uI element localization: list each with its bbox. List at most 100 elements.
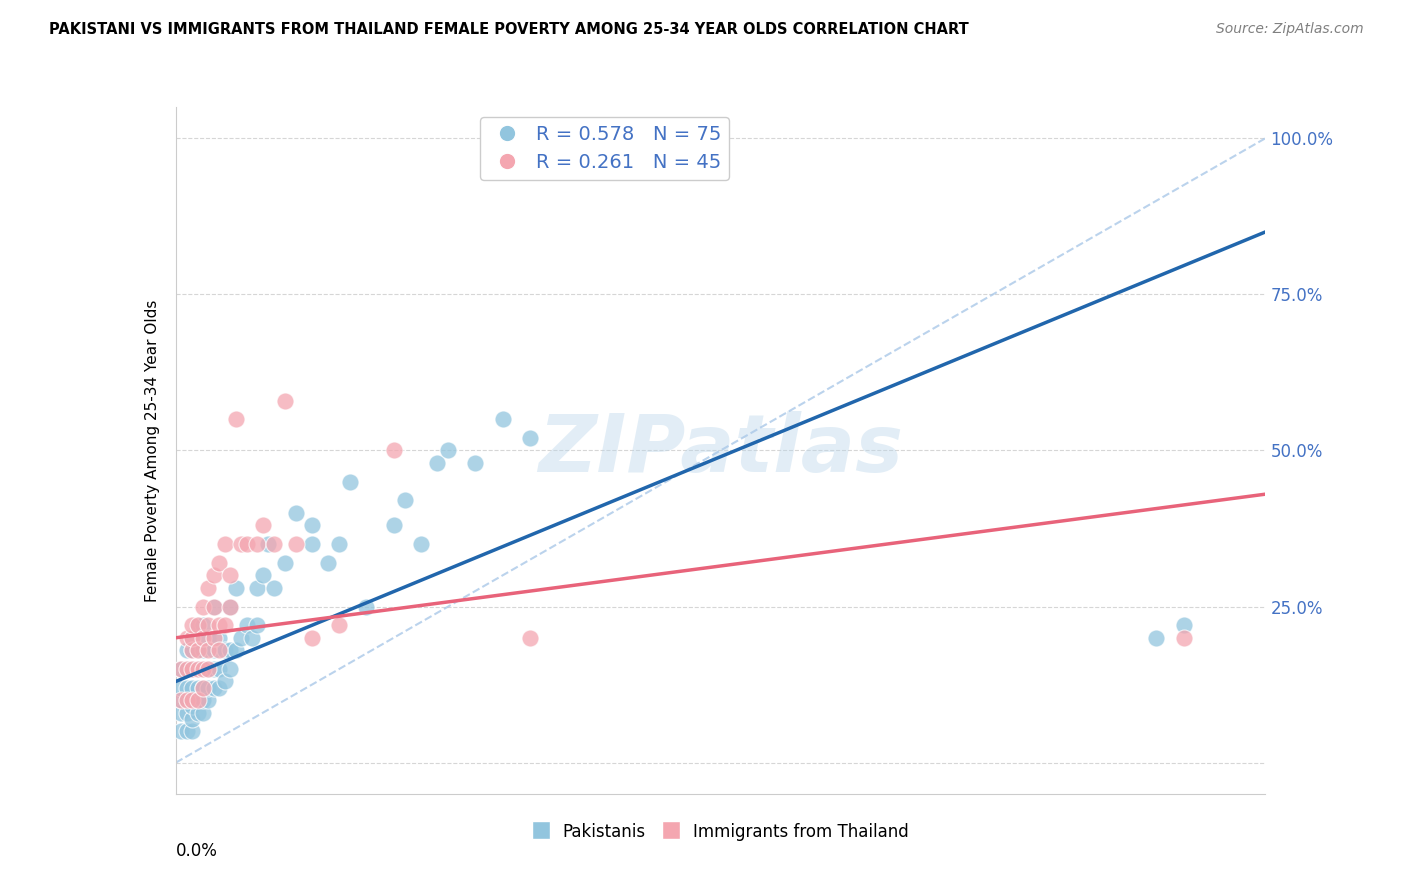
Point xyxy=(284,537,307,551)
Y-axis label: Female Poverty Among 25-34 Year Olds: Female Poverty Among 25-34 Year Olds xyxy=(145,300,160,601)
Point xyxy=(197,681,219,695)
Point xyxy=(225,412,247,426)
Point xyxy=(274,393,297,408)
Point xyxy=(176,693,198,707)
Point xyxy=(246,618,269,632)
Point xyxy=(186,681,209,695)
Text: Source: ZipAtlas.com: Source: ZipAtlas.com xyxy=(1216,22,1364,37)
Point xyxy=(214,643,236,657)
Point xyxy=(252,518,274,533)
Point xyxy=(186,643,209,657)
Point xyxy=(197,631,219,645)
Point xyxy=(208,556,231,570)
Point xyxy=(202,643,225,657)
Point xyxy=(301,518,323,533)
Point xyxy=(219,643,242,657)
Point xyxy=(181,618,204,632)
Point xyxy=(263,537,285,551)
Point xyxy=(197,643,219,657)
Point xyxy=(191,681,214,695)
Point xyxy=(339,475,361,489)
Point xyxy=(240,631,263,645)
Point xyxy=(235,537,257,551)
Point xyxy=(208,618,231,632)
Point xyxy=(394,493,416,508)
Point xyxy=(176,662,198,676)
Point xyxy=(176,643,198,657)
Point xyxy=(176,706,198,720)
Point xyxy=(181,681,204,695)
Point xyxy=(191,662,214,676)
Point xyxy=(214,674,236,689)
Point xyxy=(492,412,515,426)
Point xyxy=(219,662,242,676)
Point xyxy=(208,681,231,695)
Point xyxy=(181,643,204,657)
Point xyxy=(186,643,209,657)
Point xyxy=(186,706,209,720)
Point xyxy=(181,724,204,739)
Point xyxy=(197,662,219,676)
Point xyxy=(186,693,209,707)
Point xyxy=(301,537,323,551)
Point xyxy=(191,681,214,695)
Point xyxy=(409,537,432,551)
Point xyxy=(197,662,219,676)
Point xyxy=(197,618,219,632)
Point xyxy=(252,568,274,582)
Point xyxy=(170,693,193,707)
Point xyxy=(328,618,350,632)
Point xyxy=(191,643,214,657)
Point xyxy=(186,662,209,676)
Point xyxy=(197,581,219,595)
Point xyxy=(202,681,225,695)
Point xyxy=(219,599,242,614)
Point xyxy=(356,599,378,614)
Point xyxy=(225,643,247,657)
Point xyxy=(1173,631,1195,645)
Point xyxy=(426,456,449,470)
Point xyxy=(274,556,297,570)
Point xyxy=(382,443,405,458)
Point xyxy=(519,631,541,645)
Point xyxy=(301,631,323,645)
Point xyxy=(202,568,225,582)
Point xyxy=(235,618,257,632)
Point xyxy=(225,581,247,595)
Point xyxy=(181,693,204,707)
Point xyxy=(176,662,198,676)
Point xyxy=(219,568,242,582)
Point xyxy=(186,662,209,676)
Point xyxy=(214,537,236,551)
Point xyxy=(191,631,214,645)
Text: 0.0%: 0.0% xyxy=(176,842,218,860)
Point xyxy=(191,618,214,632)
Point xyxy=(181,662,204,676)
Point xyxy=(208,643,231,657)
Point xyxy=(284,506,307,520)
Point xyxy=(202,662,225,676)
Point xyxy=(181,631,204,645)
Point xyxy=(191,693,214,707)
Point xyxy=(202,599,225,614)
Point xyxy=(176,724,198,739)
Point xyxy=(437,443,460,458)
Point xyxy=(464,456,486,470)
Point xyxy=(382,518,405,533)
Point xyxy=(246,537,269,551)
Point xyxy=(208,662,231,676)
Point xyxy=(170,693,193,707)
Point xyxy=(197,693,219,707)
Point xyxy=(181,631,204,645)
Point xyxy=(181,693,204,707)
Point xyxy=(1173,618,1195,632)
Point xyxy=(181,712,204,726)
Point xyxy=(202,631,225,645)
Point xyxy=(191,599,214,614)
Point xyxy=(214,618,236,632)
Point xyxy=(1144,631,1167,645)
Point xyxy=(176,681,198,695)
Point xyxy=(186,618,209,632)
Point xyxy=(318,556,340,570)
Point xyxy=(170,681,193,695)
